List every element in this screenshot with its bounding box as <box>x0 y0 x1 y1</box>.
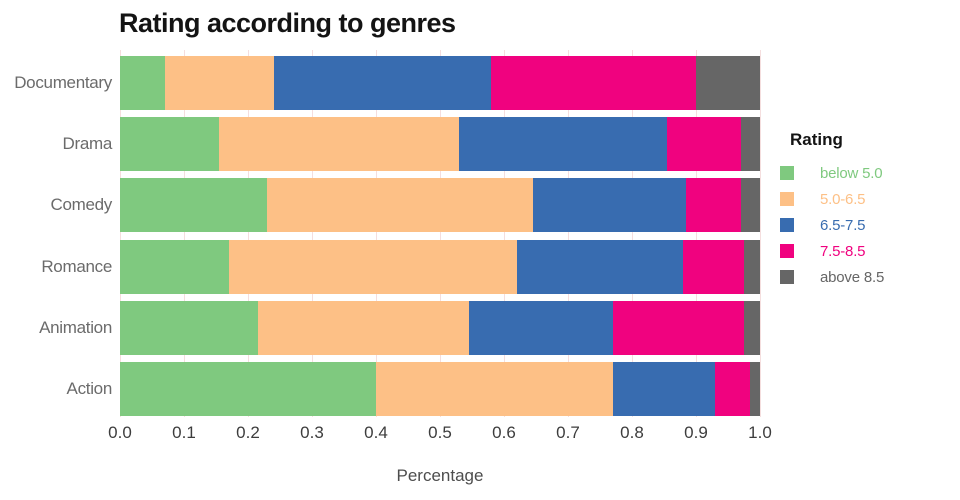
bar-row-drama <box>120 117 760 171</box>
plot-area <box>120 50 761 417</box>
bar-segment <box>516 240 684 294</box>
bar-segment <box>532 178 687 232</box>
bar-segment <box>743 240 760 294</box>
y-label-drama: Drama <box>62 134 112 153</box>
legend-swatch-icon <box>780 270 794 284</box>
gridline <box>568 50 569 417</box>
chart-title: Rating according to genres <box>119 8 456 38</box>
x-axis-ticks: 0.0 0.1 0.2 0.3 0.4 0.5 0.6 0.7 0.8 0.9 1.0 <box>108 422 772 444</box>
x-tick-label: 0.8 <box>620 423 644 442</box>
gridline <box>632 50 633 417</box>
bar-segment <box>743 301 760 355</box>
legend-label: 6.5-7.5 <box>820 216 866 234</box>
x-tick-label: 0.2 <box>236 423 260 442</box>
legend-item: 5.0-6.5 <box>780 186 955 212</box>
bar-segment <box>228 240 517 294</box>
bar-segment <box>273 56 492 110</box>
y-label-animation: Animation <box>39 318 112 337</box>
bar-segment <box>468 301 613 355</box>
legend-label: 7.5-8.5 <box>820 242 866 260</box>
y-axis-labels: Documentary Drama Comedy Romance Animation Ac… <box>0 50 112 417</box>
bar-segment <box>164 56 274 110</box>
bar-segment <box>683 240 744 294</box>
x-tick-label: 1.0 <box>748 423 772 442</box>
bar-segment <box>740 178 760 232</box>
x-tick-label: 0.7 <box>556 423 580 442</box>
legend-swatch-icon <box>780 244 794 258</box>
bar-segment <box>219 117 460 171</box>
gridline <box>760 50 761 417</box>
legend-label: below 5.0 <box>820 164 883 182</box>
bar-segment <box>120 301 258 355</box>
x-tick-label: 0.1 <box>172 423 196 442</box>
x-tick-label: 0.5 <box>428 423 452 442</box>
bar-segment <box>695 56 760 110</box>
gridline <box>312 50 313 417</box>
legend-item: 7.5-8.5 <box>780 238 955 264</box>
bar-segment <box>120 56 165 110</box>
y-label-documentary: Documentary <box>14 73 112 92</box>
legend-item: below 5.0 <box>780 160 955 186</box>
bar-segment <box>267 178 533 232</box>
gridline <box>504 50 505 417</box>
bar-row-romance <box>120 240 760 294</box>
bar-segment <box>612 301 744 355</box>
bar-segment <box>686 178 741 232</box>
bar-segment <box>491 56 696 110</box>
legend: Rating below 5.0 5.0-6.5 6.5-7.5 7.5-8.5 abo… <box>780 130 955 290</box>
bar-segment <box>612 362 716 416</box>
y-label-action: Action <box>66 379 113 398</box>
bar-segment <box>667 117 741 171</box>
legend-label: 5.0-6.5 <box>820 190 866 208</box>
bar-row-action <box>120 362 760 416</box>
bar-segment <box>750 362 760 416</box>
x-tick-label: 0.6 <box>492 423 516 442</box>
gridline <box>248 50 249 417</box>
y-label-romance: Romance <box>41 257 112 276</box>
bar-segment <box>715 362 751 416</box>
x-tick-label: 0.4 <box>364 423 388 442</box>
legend-title: Rating <box>790 130 843 149</box>
bar-segment <box>740 117 760 171</box>
bar-segment <box>459 117 668 171</box>
bar-segment <box>120 117 220 171</box>
legend-swatch-icon <box>780 166 794 180</box>
legend-items: below 5.0 5.0-6.5 6.5-7.5 7.5-8.5 above 8.5 <box>780 160 955 290</box>
x-tick-label: 0.0 <box>108 423 132 442</box>
legend-swatch-icon <box>780 192 794 206</box>
legend-swatch-icon <box>780 218 794 232</box>
legend-item: 6.5-7.5 <box>780 212 955 238</box>
gridline <box>184 50 185 417</box>
gridline <box>120 50 121 417</box>
gridline <box>440 50 441 417</box>
bar-segment <box>257 301 469 355</box>
x-axis-title: Percentage <box>396 466 484 485</box>
bar-segment <box>120 240 229 294</box>
bar-row-documentary <box>120 56 760 110</box>
bar-segment <box>376 362 613 416</box>
legend-label: above 8.5 <box>820 268 885 286</box>
bar-row-animation <box>120 301 760 355</box>
legend-item: above 8.5 <box>780 264 955 290</box>
bar-segment <box>120 362 376 416</box>
bar-segment <box>120 178 268 232</box>
gridline <box>696 50 697 417</box>
gridline <box>376 50 377 417</box>
x-tick-label: 0.3 <box>300 423 324 442</box>
bar-row-comedy <box>120 178 760 232</box>
x-tick-label: 0.9 <box>684 423 708 442</box>
y-label-comedy: Comedy <box>50 195 112 214</box>
